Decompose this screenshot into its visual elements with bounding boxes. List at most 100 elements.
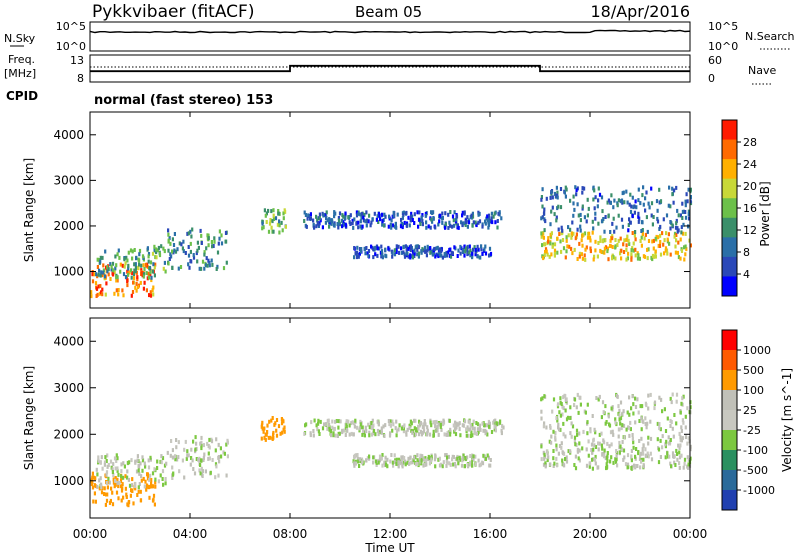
power-cell (391, 223, 394, 228)
power-cell (542, 235, 545, 240)
velocity-cell (543, 421, 546, 426)
velocity-cell (597, 447, 600, 452)
velocity-cell (614, 417, 617, 422)
velocity-cell (421, 454, 424, 459)
velocity-cell (409, 455, 412, 460)
velocity-cell (364, 425, 367, 430)
power-cell (579, 218, 582, 223)
velocity-cell (666, 451, 669, 456)
velocity-cell (678, 465, 681, 470)
velocity-cell (642, 451, 645, 456)
velocity-cell (658, 422, 661, 426)
velocity-cell (679, 443, 682, 448)
velocity-cell (426, 428, 429, 433)
power-cell (421, 222, 424, 227)
power-cell (675, 233, 678, 237)
velocity-cell (112, 473, 115, 477)
power-cell (544, 247, 548, 252)
velocity-cell (689, 447, 692, 452)
power-cell (659, 224, 662, 229)
velocity-cell (154, 477, 157, 482)
velocity-cell (226, 440, 229, 445)
power-cell (541, 204, 544, 209)
power-cell (376, 214, 379, 219)
velocity-cell (397, 457, 401, 462)
velocity-cell (313, 418, 316, 423)
velocity-cell (200, 446, 203, 451)
velocity-cell (422, 457, 425, 462)
velocity-cell (137, 463, 140, 468)
power-cell (351, 218, 354, 223)
power-cell (629, 220, 632, 225)
velocity-cell (139, 489, 142, 494)
velocity-panel-frame (89, 317, 691, 519)
velocity-cell (476, 422, 480, 427)
power-cell (588, 231, 591, 236)
velocity-cell (586, 402, 589, 407)
power-cell (149, 270, 152, 275)
power-cell (628, 217, 631, 222)
velocity-cell (671, 392, 674, 397)
power-cell (381, 222, 384, 227)
velocity-cell (122, 461, 125, 466)
power-cell (121, 288, 124, 293)
velocity-cell (645, 425, 648, 430)
velocity-cell (372, 460, 375, 465)
power-cell (677, 255, 680, 260)
velocity-cell (281, 430, 284, 435)
velocity-cell (171, 448, 174, 453)
power-cell (163, 260, 166, 265)
power-cell (562, 246, 566, 251)
power-cell (192, 255, 196, 260)
velocity-cell (119, 484, 122, 489)
velocity-cell (126, 469, 129, 474)
power-cell (187, 253, 191, 258)
velocity-cell (577, 456, 580, 461)
velocity-cell (481, 461, 485, 466)
power-cell (477, 210, 480, 215)
colorbar-swatch (722, 470, 737, 491)
power-cell (393, 224, 397, 229)
velocity-cell (137, 485, 140, 490)
power-cell (560, 231, 563, 236)
velocity-cell (200, 444, 203, 448)
velocity-cell (105, 470, 109, 475)
velocity-cell (440, 427, 443, 432)
power-cell (484, 219, 487, 224)
power-cell (431, 252, 434, 257)
power-cell (449, 223, 452, 228)
velocity-cell (200, 458, 203, 463)
power-cell (435, 246, 438, 251)
velocity-cell (149, 455, 152, 460)
power-cell (218, 229, 221, 234)
velocity-cell (105, 481, 108, 485)
velocity-cell (367, 422, 370, 427)
velocity-cell (673, 413, 676, 417)
velocity-cell (372, 423, 375, 428)
velocity-cell (408, 461, 411, 466)
velocity-cell (201, 469, 204, 474)
power-cell (164, 269, 167, 274)
power-cell (471, 223, 474, 228)
velocity-cell (630, 466, 633, 470)
velocity-cell (598, 432, 601, 437)
velocity-cell (116, 466, 119, 471)
power-cell (409, 214, 413, 219)
velocity-cell (559, 427, 562, 432)
noise-panel-frame (89, 21, 691, 52)
velocity-cell (477, 458, 480, 463)
power-cell (559, 187, 563, 191)
noise-sky-trace (89, 29, 691, 34)
power-cell (630, 204, 633, 209)
velocity-cell (494, 418, 497, 423)
velocity-cell (619, 416, 623, 421)
velocity-cell (559, 396, 562, 401)
velocity-cell (461, 423, 464, 428)
velocity-cell (678, 461, 681, 466)
velocity-cell (154, 480, 157, 485)
velocity-cell (561, 450, 564, 455)
power-cell (657, 235, 660, 240)
power-cell (189, 241, 192, 246)
power-cell (549, 195, 552, 200)
power-cell (91, 272, 94, 277)
